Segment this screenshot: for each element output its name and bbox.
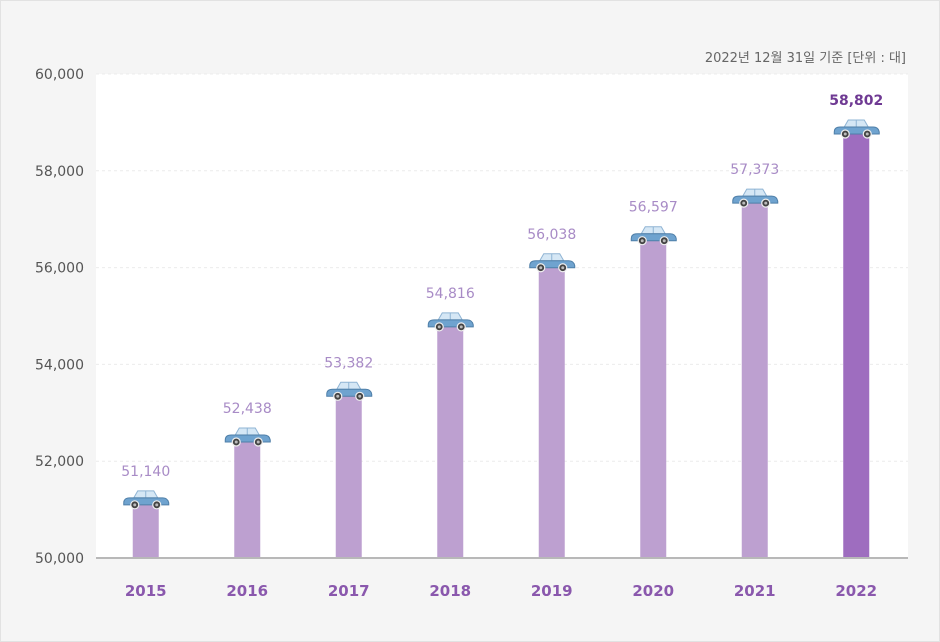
bar-2021: [741, 201, 768, 559]
x-tick-label-2019: 2019: [531, 582, 573, 600]
x-tick-label-2018: 2018: [429, 582, 471, 600]
x-tick-label-2016: 2016: [226, 582, 268, 600]
y-tick-label: 54,000: [35, 357, 84, 373]
y-tick-label: 52,000: [35, 454, 84, 470]
y-axis-ticks: 50,000 52,000 54,000 56,000 58,000 60,000: [35, 67, 84, 567]
car-icon: [732, 188, 779, 208]
car-markers-group: [123, 119, 880, 510]
x-tick-label-2021: 2021: [734, 582, 776, 600]
unit-note: 2022년 12월 31일 기준 [단위 : 대]: [705, 51, 906, 66]
x-axis-ticks: 2015 2016 2017 2018 2019 2020 2021 2022: [125, 582, 877, 600]
x-tick-label-2015: 2015: [125, 582, 167, 600]
bar-2016: [234, 440, 261, 558]
car-icon: [833, 119, 880, 139]
y-tick-label: 50,000: [35, 551, 84, 567]
x-tick-label-2020: 2020: [632, 582, 674, 600]
car-icon: [529, 253, 576, 273]
value-label-2017: 53,382: [324, 355, 373, 371]
value-label-2018: 54,816: [426, 286, 475, 302]
bar-2022: [843, 131, 870, 558]
value-labels-group: 51,140 52,438 53,382 54,816 56,038 56,597 57,3…: [121, 93, 883, 480]
y-tick-label: 58,000: [35, 164, 84, 180]
car-icon: [123, 490, 170, 510]
y-tick-label: 56,000: [35, 261, 84, 277]
car-icon: [224, 427, 271, 447]
value-label-2020: 56,597: [629, 200, 678, 216]
value-label-2022: 58,802: [829, 93, 883, 109]
value-label-2019: 56,038: [527, 227, 576, 243]
plot-area: [96, 74, 908, 558]
value-label-2016: 52,438: [223, 401, 272, 417]
x-tick-label-2017: 2017: [328, 582, 370, 600]
bar-2018: [437, 324, 464, 558]
bar-2017: [335, 394, 362, 558]
car-icon: [630, 226, 677, 246]
value-label-2021: 57,373: [730, 162, 779, 178]
bar-2020: [640, 238, 667, 558]
bar-2015: [132, 502, 159, 558]
car-icon: [326, 381, 373, 401]
x-tick-label-2022: 2022: [835, 582, 877, 600]
car-icon: [427, 312, 474, 332]
y-tick-label: 60,000: [35, 67, 84, 83]
value-label-2015: 51,140: [121, 464, 170, 480]
bars-group: [132, 131, 870, 559]
bar-2019: [538, 265, 565, 558]
